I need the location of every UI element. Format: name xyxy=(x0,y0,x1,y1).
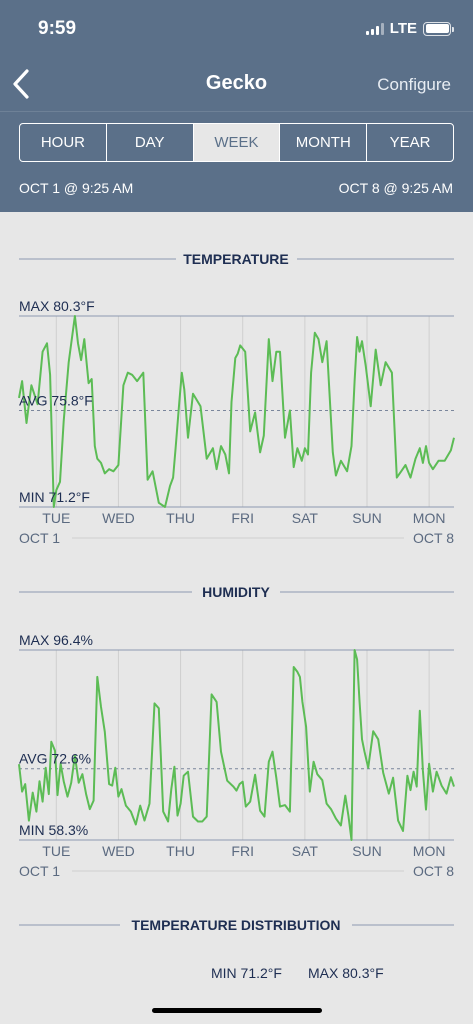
temperature-title: TEMPERATURE xyxy=(183,251,289,267)
day-tick-label: SUN xyxy=(352,510,382,526)
avg-label: AVG 72.6% xyxy=(19,751,91,767)
day-tick-label: TUE xyxy=(42,510,70,526)
day-tick-label: MON xyxy=(413,843,446,859)
humidity-title: HUMIDITY xyxy=(202,584,270,600)
back-button[interactable] xyxy=(8,66,38,102)
end-date-label: OCT 8 xyxy=(413,530,454,546)
day-tick-label: WED xyxy=(102,843,135,859)
min-label: MIN 58.3% xyxy=(19,822,88,838)
start-date-label: OCT 1 xyxy=(19,530,60,546)
tab-year[interactable]: YEAR xyxy=(366,124,453,161)
day-tick-label: SUN xyxy=(352,843,382,859)
range-start-label: OCT 1 @ 9:25 AM xyxy=(19,180,134,196)
tab-hour[interactable]: HOUR xyxy=(40,134,85,151)
max-label: MAX 96.4% xyxy=(19,632,93,648)
range-end-label: OCT 8 @ 9:25 AM xyxy=(338,180,453,196)
temperature-section: TEMPERATURE MAX 80.3°F AVG 75.8°F MIN 71.2… xyxy=(18,251,455,546)
tab-week[interactable]: WEEK xyxy=(192,124,280,161)
day-tick-label: FRI xyxy=(231,843,254,859)
app-header: 9:59 LTE Gecko Configure HOUR DAY WEEK M… xyxy=(0,0,473,212)
status-time: 9:59 xyxy=(38,18,77,39)
avg-label: AVG 75.8°F xyxy=(19,392,93,408)
day-tick-label: TUE xyxy=(42,843,70,859)
home-indicator xyxy=(152,1008,322,1013)
day-tick-label: THU xyxy=(166,510,195,526)
network-type: LTE xyxy=(389,20,417,37)
max-label: MAX 80.3°F xyxy=(19,298,95,314)
page-title: Gecko xyxy=(205,72,268,94)
distribution-min-label: MIN 71.2°F xyxy=(211,965,282,981)
battery-icon xyxy=(423,21,454,36)
day-tick-label: SAT xyxy=(292,510,319,526)
day-tick-label: FRI xyxy=(231,510,254,526)
time-range-segmented-control: HOUR DAY WEEK MONTH YEAR xyxy=(19,123,454,162)
cellular-signal-icon xyxy=(365,22,384,35)
chevron-left-icon xyxy=(13,69,29,99)
humidity-section: HUMIDITY MAX 96.4% AVG 72.6% MIN 58.3% TUE W… xyxy=(18,584,455,879)
day-tick-label: SAT xyxy=(292,843,319,859)
status-indicators: LTE xyxy=(365,20,454,37)
day-tick-label: THU xyxy=(166,843,195,859)
temperature-distribution-section: TEMPERATURE DISTRIBUTION MIN 71.2°F MAX … xyxy=(19,917,454,981)
configure-button[interactable]: Configure xyxy=(377,75,451,94)
distribution-max-label: MAX 80.3°F xyxy=(308,965,384,981)
end-date-label: OCT 8 xyxy=(413,863,454,879)
humidity-chart[interactable]: MAX 96.4% AVG 72.6% MIN 58.3% TUE WED THU FRI S… xyxy=(18,632,455,879)
day-tick-label: WED xyxy=(102,510,135,526)
start-date-label: OCT 1 xyxy=(19,863,60,879)
tab-month[interactable]: MONTH xyxy=(279,124,366,161)
nav-divider xyxy=(0,111,473,112)
humidity-series-line xyxy=(18,649,455,841)
temperature-chart[interactable]: MAX 80.3°F AVG 75.8°F MIN 71.2°F TUE WED THU F… xyxy=(18,298,455,546)
day-tick-label: MON xyxy=(413,510,446,526)
temperature-series-line xyxy=(18,315,455,508)
tab-day[interactable]: DAY xyxy=(105,124,193,161)
min-label: MIN 71.2°F xyxy=(19,489,90,505)
distribution-title: TEMPERATURE DISTRIBUTION xyxy=(132,917,341,933)
